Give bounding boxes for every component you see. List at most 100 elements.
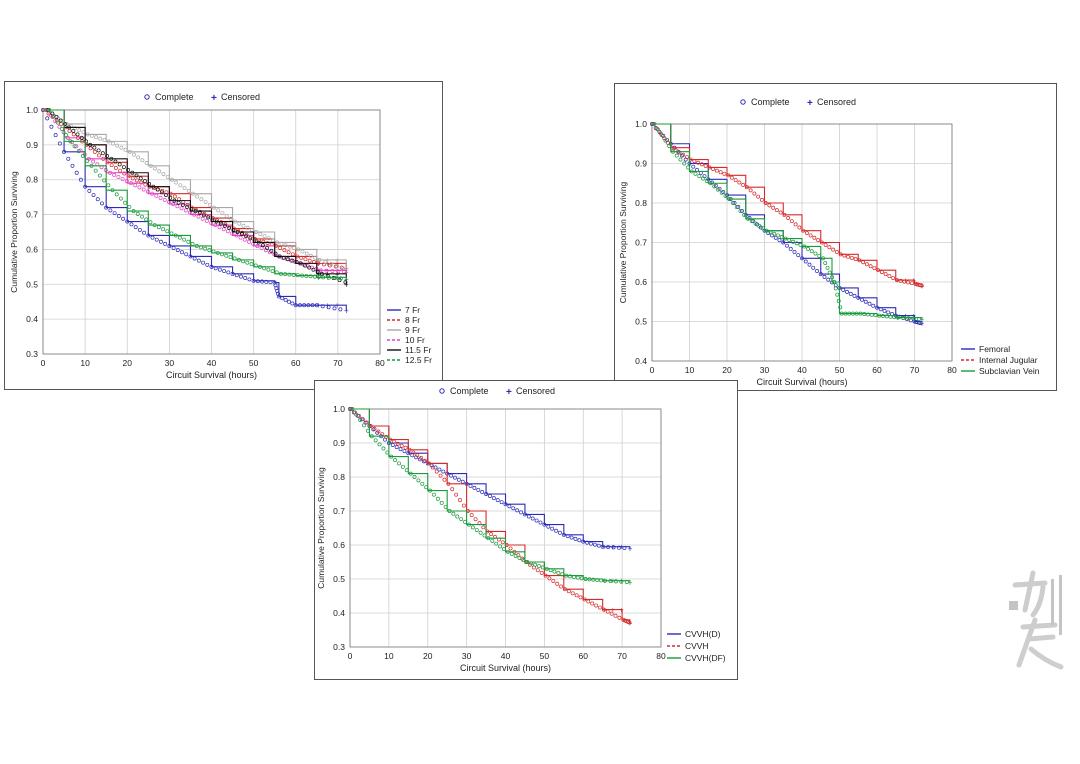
complete-marker bbox=[172, 198, 177, 203]
complete-marker bbox=[206, 215, 211, 220]
complete-marker bbox=[451, 511, 456, 516]
complete-marker bbox=[818, 272, 823, 277]
complete-marker bbox=[190, 241, 195, 246]
complete-marker bbox=[201, 213, 206, 218]
complete-marker bbox=[395, 441, 400, 446]
complete-marker bbox=[251, 278, 256, 283]
complete-marker bbox=[582, 597, 587, 602]
series-cvvh-df-: ++++ bbox=[350, 407, 633, 587]
censored-marker: + bbox=[903, 276, 908, 285]
complete-marker bbox=[857, 258, 862, 263]
complete-marker bbox=[189, 207, 194, 211]
complete-marker bbox=[773, 235, 778, 240]
complete-marker bbox=[274, 270, 279, 275]
x-tick-label: 30 bbox=[165, 358, 175, 368]
complete-marker bbox=[546, 524, 551, 529]
complete-marker bbox=[565, 534, 570, 539]
marker-legend: Complete + Censored bbox=[439, 386, 555, 398]
series-7-fr: ++++ bbox=[41, 108, 349, 315]
censored-marker: + bbox=[316, 301, 321, 310]
complete-marker bbox=[236, 257, 241, 262]
complete-marker bbox=[581, 539, 586, 544]
complete-marker bbox=[792, 250, 797, 254]
complete-marker bbox=[136, 155, 141, 160]
complete-marker bbox=[239, 274, 243, 279]
complete-marker bbox=[869, 312, 874, 317]
complete-marker bbox=[62, 149, 67, 154]
complete-marker bbox=[875, 305, 879, 310]
complete-marker bbox=[85, 158, 90, 163]
survival-step-line bbox=[43, 109, 347, 271]
complete-marker bbox=[404, 468, 409, 473]
complete-marker bbox=[484, 492, 489, 496]
censored-marker: + bbox=[610, 606, 615, 615]
legend-series-label: 10 Fr bbox=[405, 335, 425, 345]
complete-marker bbox=[306, 303, 311, 308]
complete-marker bbox=[394, 445, 399, 450]
complete-marker bbox=[256, 240, 261, 245]
complete-marker bbox=[481, 525, 486, 530]
complete-marker bbox=[150, 191, 155, 196]
complete-marker bbox=[656, 127, 660, 132]
complete-marker bbox=[338, 276, 343, 281]
complete-marker bbox=[508, 546, 513, 551]
complete-marker bbox=[213, 266, 218, 271]
complete-marker bbox=[164, 193, 168, 198]
complete-marker bbox=[211, 249, 216, 254]
complete-marker bbox=[125, 219, 130, 224]
complete-marker bbox=[67, 125, 72, 130]
complete-marker bbox=[175, 204, 180, 209]
complete-marker bbox=[733, 178, 738, 183]
complete-marker bbox=[442, 477, 447, 482]
complete-marker bbox=[480, 490, 485, 494]
series-cvvh: ++++ bbox=[349, 407, 633, 628]
censored-marker: + bbox=[335, 266, 340, 275]
complete-marker bbox=[696, 160, 701, 165]
complete-marker bbox=[119, 145, 124, 150]
complete-marker bbox=[823, 261, 828, 265]
complete-marker bbox=[293, 303, 298, 308]
complete-marker bbox=[918, 321, 923, 326]
complete-marker bbox=[332, 276, 337, 280]
complete-marker bbox=[385, 450, 390, 455]
complete-marker bbox=[319, 271, 324, 276]
complete-marker bbox=[96, 148, 101, 153]
complete-marker bbox=[231, 227, 236, 232]
complete-marker bbox=[253, 263, 258, 268]
complete-marker bbox=[871, 303, 876, 308]
complete-marker bbox=[307, 258, 312, 263]
complete-marker bbox=[83, 184, 88, 189]
complete-marker bbox=[126, 168, 131, 172]
complete-marker bbox=[92, 145, 97, 150]
y-tick-label: 0.6 bbox=[635, 277, 647, 287]
complete-marker bbox=[822, 274, 827, 279]
complete-marker bbox=[595, 578, 600, 582]
complete-marker bbox=[242, 237, 247, 242]
complete-marker bbox=[66, 156, 71, 161]
complete-marker bbox=[81, 130, 86, 135]
complete-marker bbox=[450, 487, 455, 492]
complete-marker bbox=[420, 481, 425, 486]
censored-marker: + bbox=[920, 316, 925, 325]
series-internal-jugular: ++++ bbox=[651, 122, 925, 291]
series-9-fr: ++++ bbox=[43, 108, 349, 275]
complete-marker bbox=[130, 170, 135, 175]
complete-marker bbox=[94, 135, 99, 140]
complete-marker bbox=[543, 573, 548, 578]
complete-marker bbox=[911, 316, 916, 321]
survival-step-line bbox=[350, 408, 631, 624]
complete-marker bbox=[286, 250, 291, 255]
censored-marker: + bbox=[619, 543, 624, 552]
complete-marker bbox=[896, 315, 900, 320]
complete-marker bbox=[133, 225, 138, 230]
y-tick-label: 0.3 bbox=[26, 349, 38, 359]
complete-marker bbox=[806, 246, 810, 251]
complete-marker bbox=[467, 522, 471, 527]
complete-marker bbox=[817, 253, 822, 258]
complete-marker bbox=[542, 522, 547, 527]
complete-marker bbox=[151, 184, 156, 189]
complete-marker bbox=[245, 225, 250, 230]
complete-marker bbox=[174, 180, 179, 185]
complete-marker bbox=[335, 264, 339, 269]
complete-marker bbox=[554, 528, 558, 533]
